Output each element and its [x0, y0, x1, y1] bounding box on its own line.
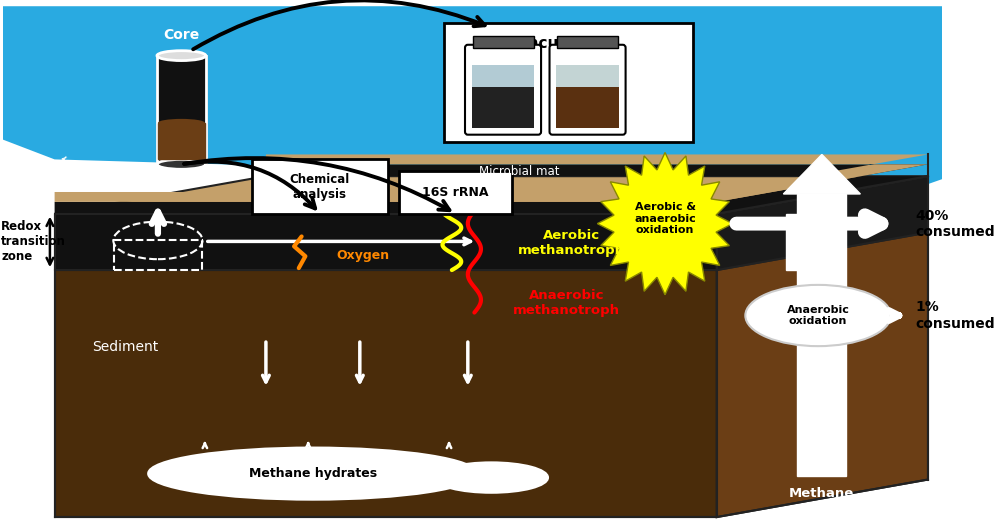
Text: Core: Core: [163, 28, 200, 42]
Polygon shape: [597, 152, 733, 295]
Polygon shape: [157, 56, 206, 164]
Text: 40%
consumed: 40% consumed: [916, 208, 995, 239]
Polygon shape: [797, 194, 846, 476]
Ellipse shape: [157, 160, 206, 169]
FancyBboxPatch shape: [444, 23, 693, 142]
Polygon shape: [472, 87, 534, 128]
Polygon shape: [473, 36, 534, 48]
Text: Seawater: Seawater: [6, 153, 71, 195]
Polygon shape: [783, 154, 860, 194]
Text: Aerobic &
anaerobic
oxidation: Aerobic & anaerobic oxidation: [634, 202, 696, 235]
Text: Oxygen: Oxygen: [336, 249, 389, 262]
Polygon shape: [557, 36, 618, 48]
Text: Aerobic
methanotroph: Aerobic methanotroph: [518, 229, 625, 257]
Ellipse shape: [158, 119, 205, 127]
Polygon shape: [55, 214, 717, 270]
Polygon shape: [55, 176, 928, 214]
Polygon shape: [786, 214, 811, 270]
Ellipse shape: [157, 51, 206, 60]
Text: Sediment: Sediment: [92, 340, 158, 354]
Polygon shape: [158, 123, 205, 160]
Polygon shape: [556, 65, 619, 87]
FancyBboxPatch shape: [550, 45, 626, 135]
Ellipse shape: [149, 448, 477, 499]
FancyBboxPatch shape: [252, 160, 388, 214]
Polygon shape: [556, 87, 619, 128]
Ellipse shape: [745, 285, 891, 346]
Text: Chemical
analysis: Chemical analysis: [290, 173, 350, 201]
Text: 1%
consumed: 1% consumed: [916, 300, 995, 331]
Text: Anaerobic
methanotroph: Anaerobic methanotroph: [513, 289, 620, 317]
FancyBboxPatch shape: [399, 171, 512, 214]
Text: Incubation: Incubation: [523, 36, 614, 51]
Text: Methane: Methane: [789, 487, 854, 500]
Polygon shape: [717, 176, 928, 270]
Polygon shape: [717, 233, 928, 517]
Text: 16S rRNA: 16S rRNA: [422, 186, 489, 199]
Polygon shape: [55, 164, 928, 214]
Text: Anaerobic
oxidation: Anaerobic oxidation: [787, 304, 850, 327]
Polygon shape: [3, 6, 942, 184]
Polygon shape: [55, 154, 928, 202]
Text: Microbial mat: Microbial mat: [479, 165, 560, 178]
Polygon shape: [472, 65, 534, 87]
Ellipse shape: [435, 463, 548, 492]
Text: Methane hydrates: Methane hydrates: [249, 467, 377, 480]
FancyBboxPatch shape: [465, 45, 541, 135]
Polygon shape: [55, 270, 717, 517]
Text: Redox
transition
zone: Redox transition zone: [1, 220, 66, 263]
